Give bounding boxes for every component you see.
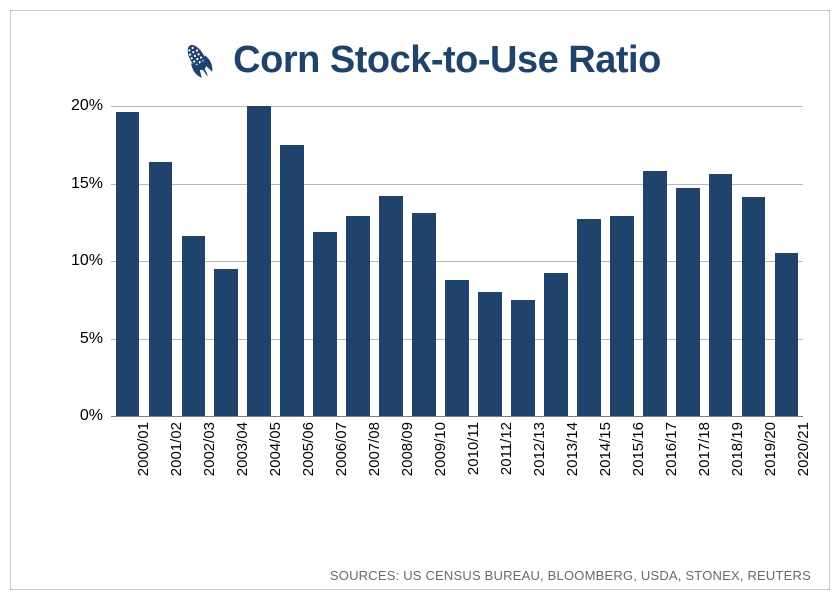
y-axis-label: 5% bbox=[63, 330, 103, 348]
bar bbox=[247, 106, 271, 416]
x-axis-label: 2004/05 bbox=[267, 422, 284, 476]
bar bbox=[544, 273, 568, 416]
bar bbox=[346, 216, 370, 416]
x-axis-label: 2014/15 bbox=[597, 422, 614, 476]
bar bbox=[775, 253, 799, 416]
gridline bbox=[111, 416, 803, 417]
bar bbox=[742, 197, 766, 416]
chart-area: 0%5%10%15%20%2000/012001/022002/032003/0… bbox=[63, 106, 803, 526]
bar bbox=[709, 174, 733, 416]
y-axis-label: 20% bbox=[63, 97, 103, 115]
plot-area: 0%5%10%15%20%2000/012001/022002/032003/0… bbox=[111, 106, 803, 416]
x-axis-label: 2019/20 bbox=[762, 422, 779, 476]
sources-credit: SOURCES: US CENSUS BUREAU, BLOOMBERG, US… bbox=[330, 568, 811, 583]
bar bbox=[116, 112, 140, 416]
corn-icon bbox=[179, 41, 219, 81]
bar bbox=[445, 280, 469, 416]
bar bbox=[182, 236, 206, 416]
x-axis-label: 2000/01 bbox=[135, 422, 152, 476]
x-axis-label: 2018/19 bbox=[729, 422, 746, 476]
x-axis-label: 2020/21 bbox=[795, 422, 812, 476]
bar bbox=[412, 213, 436, 416]
bar bbox=[214, 269, 238, 416]
x-axis-label: 2003/04 bbox=[234, 422, 251, 476]
bar bbox=[149, 162, 173, 416]
gridline bbox=[111, 184, 803, 185]
x-axis-label: 2005/06 bbox=[300, 422, 317, 476]
x-axis-label: 2016/17 bbox=[663, 422, 680, 476]
x-axis-label: 2007/08 bbox=[366, 422, 383, 476]
x-axis-label: 2013/14 bbox=[564, 422, 581, 476]
bar bbox=[643, 171, 667, 416]
x-axis-label: 2006/07 bbox=[333, 422, 350, 476]
bar bbox=[610, 216, 634, 416]
x-axis-label: 2017/18 bbox=[696, 422, 713, 476]
x-axis-label: 2008/09 bbox=[399, 422, 416, 476]
bar bbox=[478, 292, 502, 416]
bar bbox=[511, 300, 535, 416]
x-axis-label: 2010/11 bbox=[465, 422, 482, 475]
bar bbox=[280, 145, 304, 416]
x-axis-label: 2012/13 bbox=[531, 422, 548, 476]
y-axis-label: 15% bbox=[63, 175, 103, 193]
bar bbox=[379, 196, 403, 416]
chart-title: Corn Stock-to-Use Ratio bbox=[233, 39, 661, 82]
y-axis-label: 10% bbox=[63, 252, 103, 270]
y-axis-label: 0% bbox=[63, 407, 103, 425]
bar bbox=[577, 219, 601, 416]
x-axis-label: 2009/10 bbox=[432, 422, 449, 476]
x-axis-label: 2001/02 bbox=[168, 422, 185, 476]
x-axis-label: 2011/12 bbox=[498, 422, 515, 475]
x-axis-label: 2002/03 bbox=[201, 422, 218, 476]
chart-frame: Corn Stock-to-Use Ratio 0%5%10%15%20%200… bbox=[10, 10, 830, 590]
gridline bbox=[111, 106, 803, 107]
title-row: Corn Stock-to-Use Ratio bbox=[11, 39, 829, 82]
x-axis-label: 2015/16 bbox=[630, 422, 647, 476]
bar bbox=[313, 232, 337, 416]
bar bbox=[676, 188, 700, 416]
